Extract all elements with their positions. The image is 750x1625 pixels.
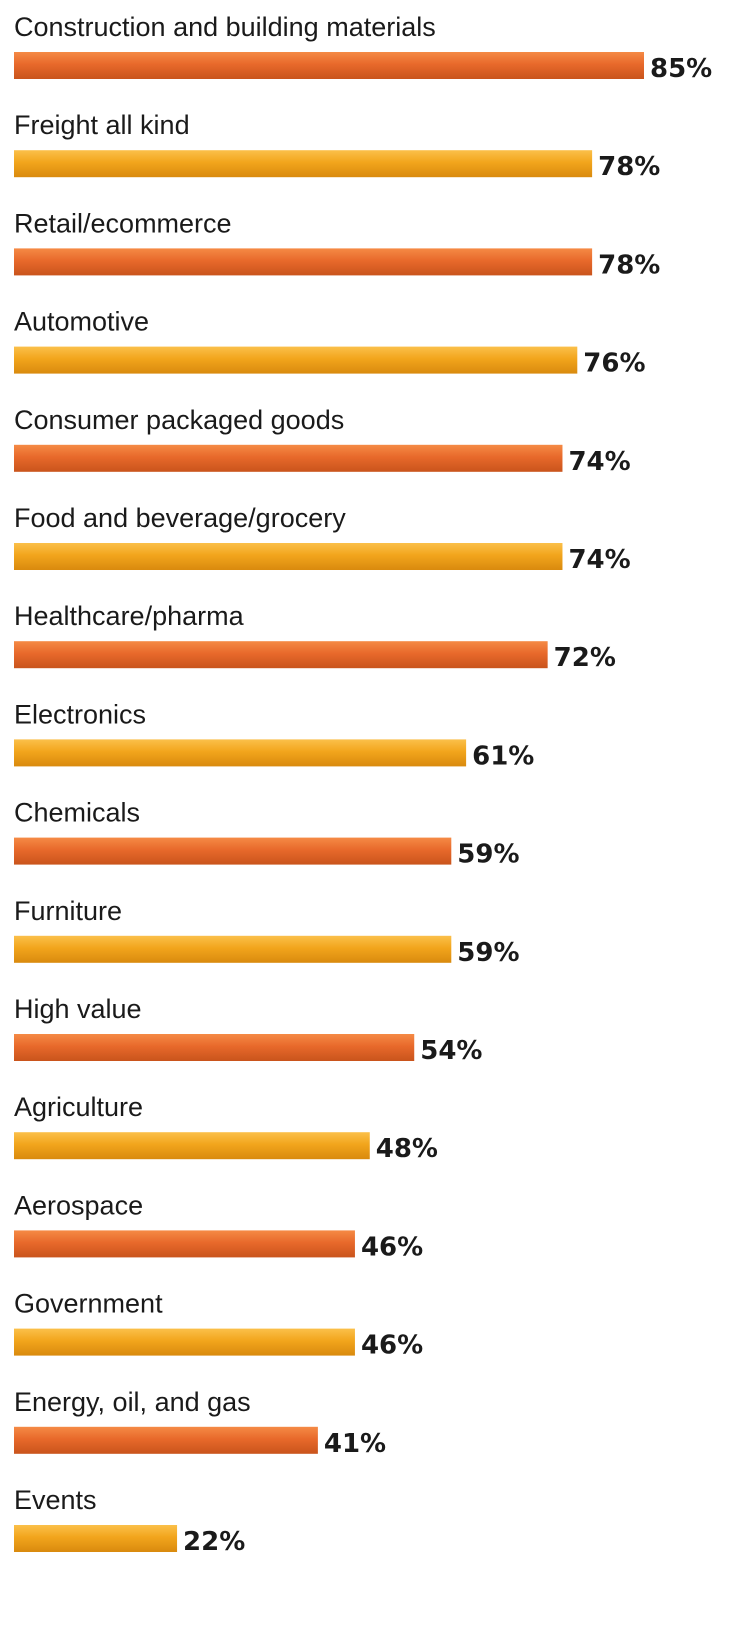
value-label: 74% [568, 447, 630, 477]
bar [14, 739, 467, 767]
category-label: Freight all kind [14, 110, 190, 140]
value-label: 78% [598, 152, 660, 182]
bar [14, 1328, 355, 1356]
category-label: Furniture [14, 896, 122, 926]
value-label: 22% [183, 1527, 245, 1557]
bar [14, 543, 563, 570]
category-label: Food and beverage/grocery [14, 503, 346, 533]
category-label: Energy, oil, and gas [14, 1387, 251, 1417]
category-label: Agriculture [14, 1092, 143, 1122]
value-label: 76% [583, 349, 645, 379]
value-label: 78% [598, 250, 660, 280]
value-label: 85% [650, 54, 712, 84]
bar [14, 444, 563, 472]
bar-row: Events 22% [14, 1485, 245, 1557]
value-label: 72% [554, 643, 616, 673]
category-label: High value [14, 994, 142, 1024]
bar [14, 346, 578, 374]
bar [14, 1426, 318, 1454]
bar-row: Freight all kind 78% [14, 110, 660, 182]
category-label: Events [14, 1485, 97, 1515]
bar-row: Furniture 59% [14, 896, 520, 968]
category-label: Healthcare/pharma [14, 601, 245, 631]
bar-row: Electronics 61% [14, 699, 534, 771]
bar [14, 52, 644, 79]
bar-row: Chemicals 59% [14, 798, 520, 870]
value-label: 74% [568, 545, 630, 575]
bar-row: Healthcare/pharma 72% [14, 601, 616, 673]
category-label: Retail/ecommerce [14, 208, 232, 238]
category-label: Automotive [14, 307, 149, 337]
bar [14, 641, 548, 669]
category-label: Chemicals [14, 798, 140, 828]
category-label: Electronics [14, 699, 146, 729]
bar [14, 248, 593, 276]
bar [14, 1132, 370, 1160]
bar-row: Consumer packaged goods 74% [14, 405, 631, 477]
bar [14, 1525, 178, 1552]
value-label: 46% [361, 1232, 423, 1262]
bar-row: Food and beverage/grocery 74% [14, 503, 631, 575]
bar-row: Construction and building materials 85% [14, 12, 712, 84]
value-label: 46% [361, 1331, 423, 1361]
bar-row: High value 54% [14, 994, 482, 1066]
bar [14, 837, 452, 865]
value-label: 41% [324, 1429, 386, 1459]
value-label: 48% [376, 1134, 438, 1164]
bar-row: Energy, oil, and gas 41% [14, 1387, 386, 1459]
bar [14, 1230, 355, 1258]
bar-row: Retail/ecommerce 78% [14, 208, 660, 280]
bar-row: Aerospace 46% [14, 1190, 423, 1262]
category-label: Construction and building materials [14, 12, 436, 42]
bar [14, 935, 452, 963]
value-label: 61% [472, 741, 534, 771]
bar-row: Government 46% [14, 1289, 423, 1361]
category-label: Aerospace [14, 1190, 143, 1220]
bar [14, 150, 593, 178]
bar [14, 1034, 415, 1061]
value-label: 59% [457, 840, 519, 870]
value-label: 59% [457, 938, 519, 968]
bar-row: Automotive 76% [14, 307, 646, 379]
category-label: Consumer packaged goods [14, 405, 344, 435]
value-label: 54% [420, 1036, 482, 1066]
bar-row: Agriculture 48% [14, 1092, 438, 1164]
category-label: Government [14, 1289, 163, 1319]
